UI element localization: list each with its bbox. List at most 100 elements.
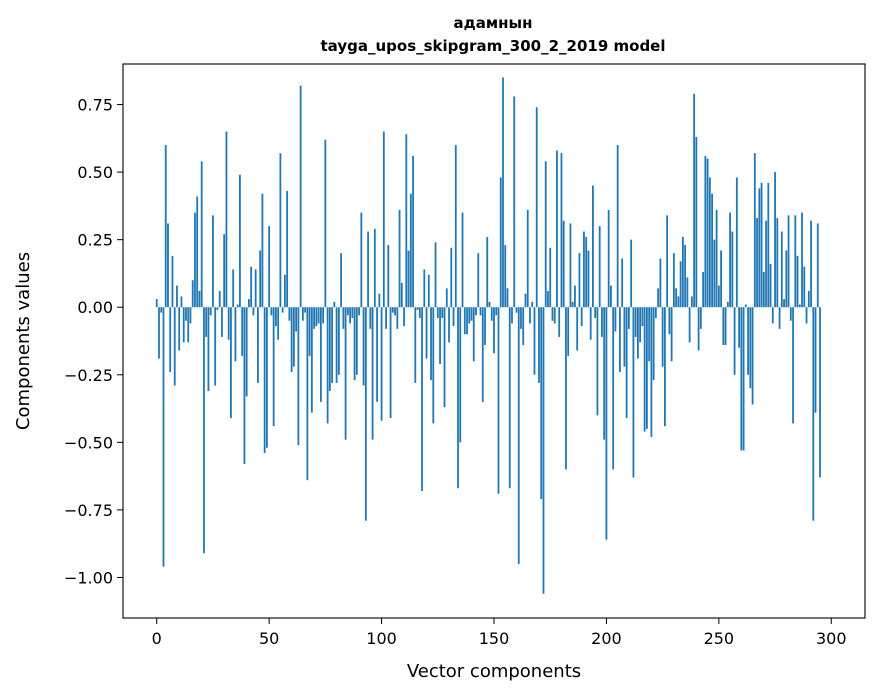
bar — [436, 307, 439, 319]
bar — [771, 307, 774, 324]
bar — [452, 307, 455, 327]
bar — [668, 307, 671, 335]
bar — [688, 307, 691, 343]
bar — [650, 307, 653, 437]
bar — [230, 307, 232, 419]
bar — [607, 209, 610, 308]
bar — [342, 307, 345, 329]
bar — [517, 307, 520, 564]
bar — [448, 307, 450, 343]
bar — [776, 218, 779, 308]
y-axis-ticks: 0.75 0.50 0.25 0.00 −0.25 −0.50 −0.75 −1.00 — [64, 96, 123, 587]
bar — [322, 307, 325, 324]
bar — [416, 307, 419, 310]
bar — [490, 307, 493, 321]
bar — [544, 161, 547, 308]
x-tick-label: 150 — [479, 629, 510, 648]
bar — [292, 307, 295, 367]
bar — [643, 307, 646, 432]
x-tick-label: 100 — [366, 629, 397, 648]
bar — [603, 307, 606, 440]
bar — [542, 307, 545, 594]
bar — [805, 307, 808, 324]
bar — [565, 307, 567, 470]
bar — [472, 307, 475, 362]
bar — [196, 196, 199, 308]
bar — [295, 307, 298, 332]
bar — [547, 291, 549, 308]
y-tick-label: 0.00 — [77, 298, 113, 317]
y-tick-label: −0.75 — [64, 501, 113, 520]
bar — [414, 307, 417, 383]
bar — [180, 296, 183, 308]
bar — [432, 307, 435, 424]
bar — [740, 307, 743, 451]
bar — [182, 307, 185, 343]
bar — [185, 307, 187, 321]
chart-title: адамнын — [454, 14, 533, 32]
plot-frame — [122, 63, 866, 619]
bar — [167, 223, 169, 308]
bar — [663, 307, 666, 427]
bar — [335, 307, 338, 383]
bar — [212, 215, 214, 308]
bar — [697, 307, 700, 351]
bar — [382, 131, 385, 308]
bar — [268, 226, 271, 308]
bar — [304, 307, 307, 313]
bar — [616, 145, 619, 308]
bar — [610, 285, 612, 308]
bar — [214, 307, 217, 386]
bar — [628, 307, 630, 329]
bar — [623, 307, 626, 367]
bar — [641, 307, 644, 327]
bar — [630, 239, 633, 308]
bar — [301, 307, 304, 321]
bar — [470, 307, 473, 321]
bar — [639, 307, 642, 343]
bar — [162, 307, 165, 567]
bar — [652, 307, 655, 381]
bar — [425, 307, 428, 359]
bar — [328, 307, 331, 391]
bar — [506, 288, 509, 308]
bar — [596, 307, 599, 416]
bar — [194, 212, 196, 308]
bar — [538, 307, 540, 383]
bar — [729, 212, 731, 308]
bar — [315, 307, 318, 327]
bar — [612, 307, 615, 470]
bar — [333, 301, 336, 308]
bar — [169, 307, 172, 373]
bar — [670, 307, 673, 362]
bar — [281, 307, 284, 313]
bar — [198, 291, 201, 308]
bar — [562, 220, 565, 308]
bar — [646, 307, 648, 429]
bar — [466, 307, 468, 335]
bar — [346, 307, 349, 316]
y-tick-label: −0.50 — [64, 433, 113, 452]
bar — [619, 307, 621, 373]
bar — [252, 307, 255, 316]
bar — [378, 293, 381, 308]
bar — [481, 307, 484, 402]
bar — [753, 153, 756, 308]
bar — [241, 307, 244, 356]
bar — [580, 307, 583, 327]
y-tick-label: 0.50 — [77, 163, 113, 182]
bar — [191, 280, 194, 308]
bar — [747, 307, 749, 375]
bar — [571, 301, 574, 308]
bar — [407, 250, 410, 308]
bar — [290, 307, 293, 373]
y-tick-label: 0.25 — [77, 231, 113, 250]
bar — [569, 223, 572, 308]
bar — [400, 282, 403, 308]
bar — [468, 307, 471, 324]
bar — [176, 285, 178, 308]
bar — [722, 307, 725, 346]
bar — [605, 307, 608, 540]
bar — [171, 255, 174, 308]
bar — [787, 215, 790, 308]
